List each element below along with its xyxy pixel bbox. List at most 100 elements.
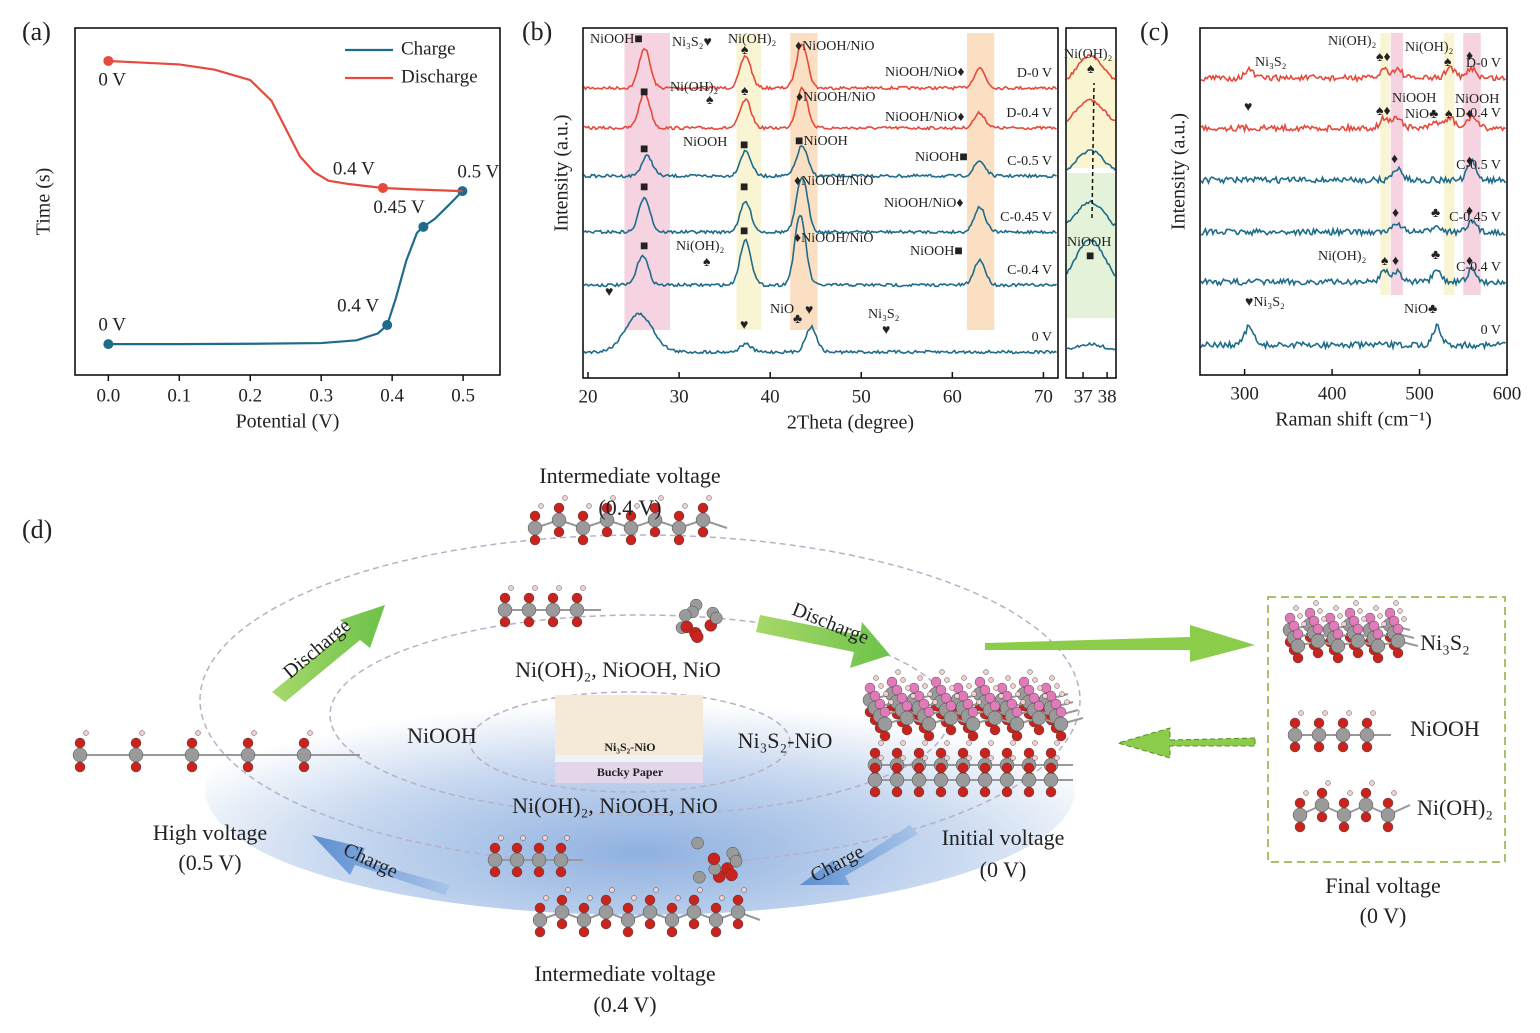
atom: [534, 902, 546, 914]
atom: [945, 700, 957, 712]
atom: [979, 747, 991, 759]
x-tick-label: 300: [1230, 383, 1259, 404]
atom: [644, 918, 656, 930]
marker: [418, 221, 429, 232]
atom: [1372, 652, 1384, 664]
atom: [719, 895, 725, 901]
diagram-text: Initial voltage: [942, 825, 1065, 850]
atom: [691, 630, 704, 643]
atom: [489, 842, 501, 854]
diagram-text: Final voltage: [1325, 873, 1440, 898]
atom: [533, 866, 545, 878]
peak-annotation: ♠♦: [1376, 104, 1391, 119]
trace-label: C-0.4 V: [1007, 263, 1052, 278]
atom: [965, 716, 981, 732]
atom: [905, 685, 911, 691]
atom: [1401, 616, 1407, 622]
x-tick-label: 20: [579, 386, 598, 407]
spectrum: [583, 43, 1058, 92]
atom: [1381, 621, 1387, 627]
x-tick-label: 60: [943, 386, 962, 407]
peak-annotation: ■: [640, 142, 648, 157]
atom: [1010, 755, 1016, 761]
atom: [710, 926, 722, 938]
atom: [658, 495, 664, 501]
atom: [532, 912, 548, 928]
plot-frame: [1199, 27, 1508, 376]
marker: [377, 182, 388, 193]
y-axis-label: Intensity (a.u.): [551, 114, 573, 231]
peak-annotation: ♥Ni₃S₂: [1245, 295, 1285, 310]
atom: [1055, 706, 1067, 718]
atom: [649, 526, 661, 538]
diagram-text: (0 V): [980, 857, 1027, 882]
atom: [139, 730, 145, 736]
atom: [966, 740, 972, 746]
atom: [878, 755, 884, 761]
atom: [600, 894, 612, 906]
atom: [691, 836, 704, 850]
atom: [989, 700, 1001, 712]
diagram-text: Intermediate voltage: [534, 961, 715, 986]
diagram-text: High voltage: [153, 820, 267, 845]
atom: [130, 737, 142, 749]
chip-layer: [555, 695, 703, 755]
atom: [988, 740, 994, 746]
atom: [555, 866, 567, 878]
atom: [240, 747, 256, 763]
highlight-band: [966, 33, 995, 330]
x-tick-label: 30: [670, 386, 689, 407]
atom: [1373, 605, 1379, 611]
atom: [644, 894, 656, 906]
atom: [979, 762, 991, 774]
atom: [878, 740, 884, 746]
atom: [547, 616, 559, 628]
atom: [578, 926, 590, 938]
atom: [1341, 621, 1347, 627]
peak-annotation: ♠: [741, 43, 749, 58]
atom: [1311, 727, 1327, 743]
peak-annotation: ■: [740, 180, 748, 195]
atom: [1312, 647, 1324, 659]
spectrum: [583, 214, 1058, 288]
atom: [1289, 717, 1301, 729]
trace-label: D-0 V: [1466, 56, 1501, 71]
atom: [1059, 691, 1065, 697]
peak-annotation: NiOOH■: [915, 150, 968, 165]
spectrum: [1066, 199, 1116, 227]
y-axis-label: Intensity (a.u.): [1168, 113, 1190, 230]
diagram-text: Ni(OH)₂, NiOOH, NiO: [512, 793, 718, 818]
diagram-text: Intermediate voltage: [539, 463, 720, 488]
plot-frame: [582, 27, 1059, 379]
atom: [184, 747, 200, 763]
atom: [543, 895, 549, 901]
atom: [577, 510, 589, 522]
peak-annotation: ♠: [1444, 55, 1452, 70]
peak-annotation: NiO♣: [1405, 107, 1438, 122]
atom: [569, 602, 585, 618]
atom: [732, 894, 744, 906]
atom: [983, 669, 989, 675]
spectrum: [1066, 98, 1116, 123]
atom: [957, 786, 969, 798]
x-tick-label: 70: [1034, 386, 1053, 407]
atom: [296, 747, 312, 763]
atom: [944, 740, 950, 746]
atom: [1301, 621, 1307, 627]
atom: [511, 842, 523, 854]
trace-label: D-0 V: [1017, 66, 1052, 81]
peak-annotation: Ni(OH)₂: [1328, 34, 1377, 49]
atom: [531, 852, 547, 868]
atom: [523, 616, 535, 628]
atom: [553, 526, 565, 538]
atom: [1045, 747, 1057, 759]
peak-annotation: ♣: [1431, 248, 1440, 263]
atom: [599, 512, 615, 528]
atom: [913, 762, 925, 774]
atom: [878, 683, 884, 689]
atom: [883, 691, 889, 697]
atom: [195, 730, 201, 736]
atom: [1290, 638, 1306, 654]
atom: [869, 762, 881, 774]
atom: [1045, 762, 1057, 774]
